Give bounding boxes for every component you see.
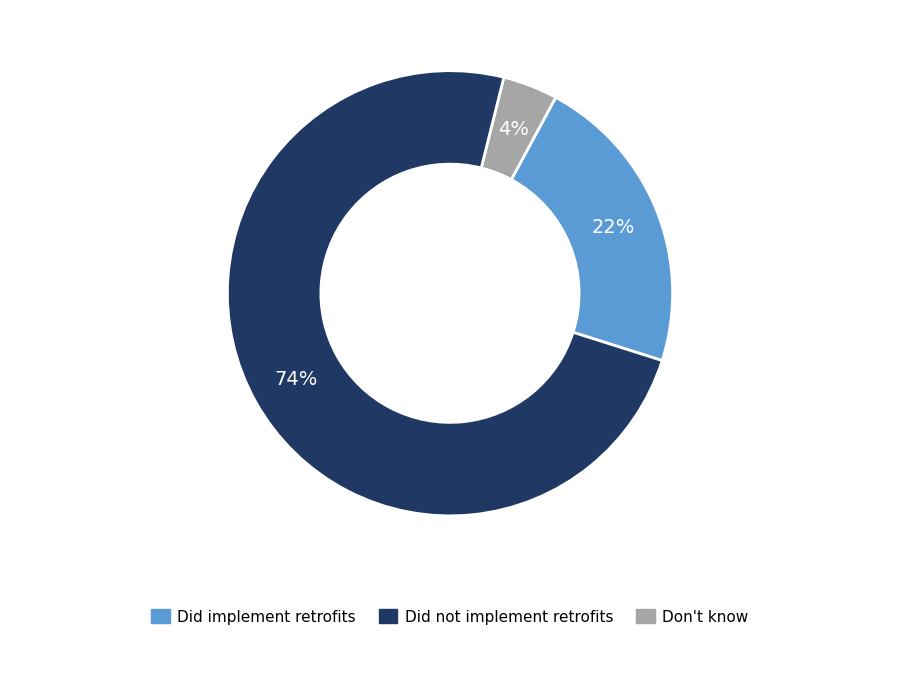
Wedge shape: [482, 77, 556, 180]
Text: 4%: 4%: [498, 119, 529, 139]
Text: 22%: 22%: [591, 218, 634, 237]
Wedge shape: [511, 97, 672, 360]
Wedge shape: [228, 71, 662, 516]
Legend: Did implement retrofits, Did not implement retrofits, Don't know: Did implement retrofits, Did not impleme…: [145, 603, 755, 630]
Text: 74%: 74%: [274, 369, 319, 389]
